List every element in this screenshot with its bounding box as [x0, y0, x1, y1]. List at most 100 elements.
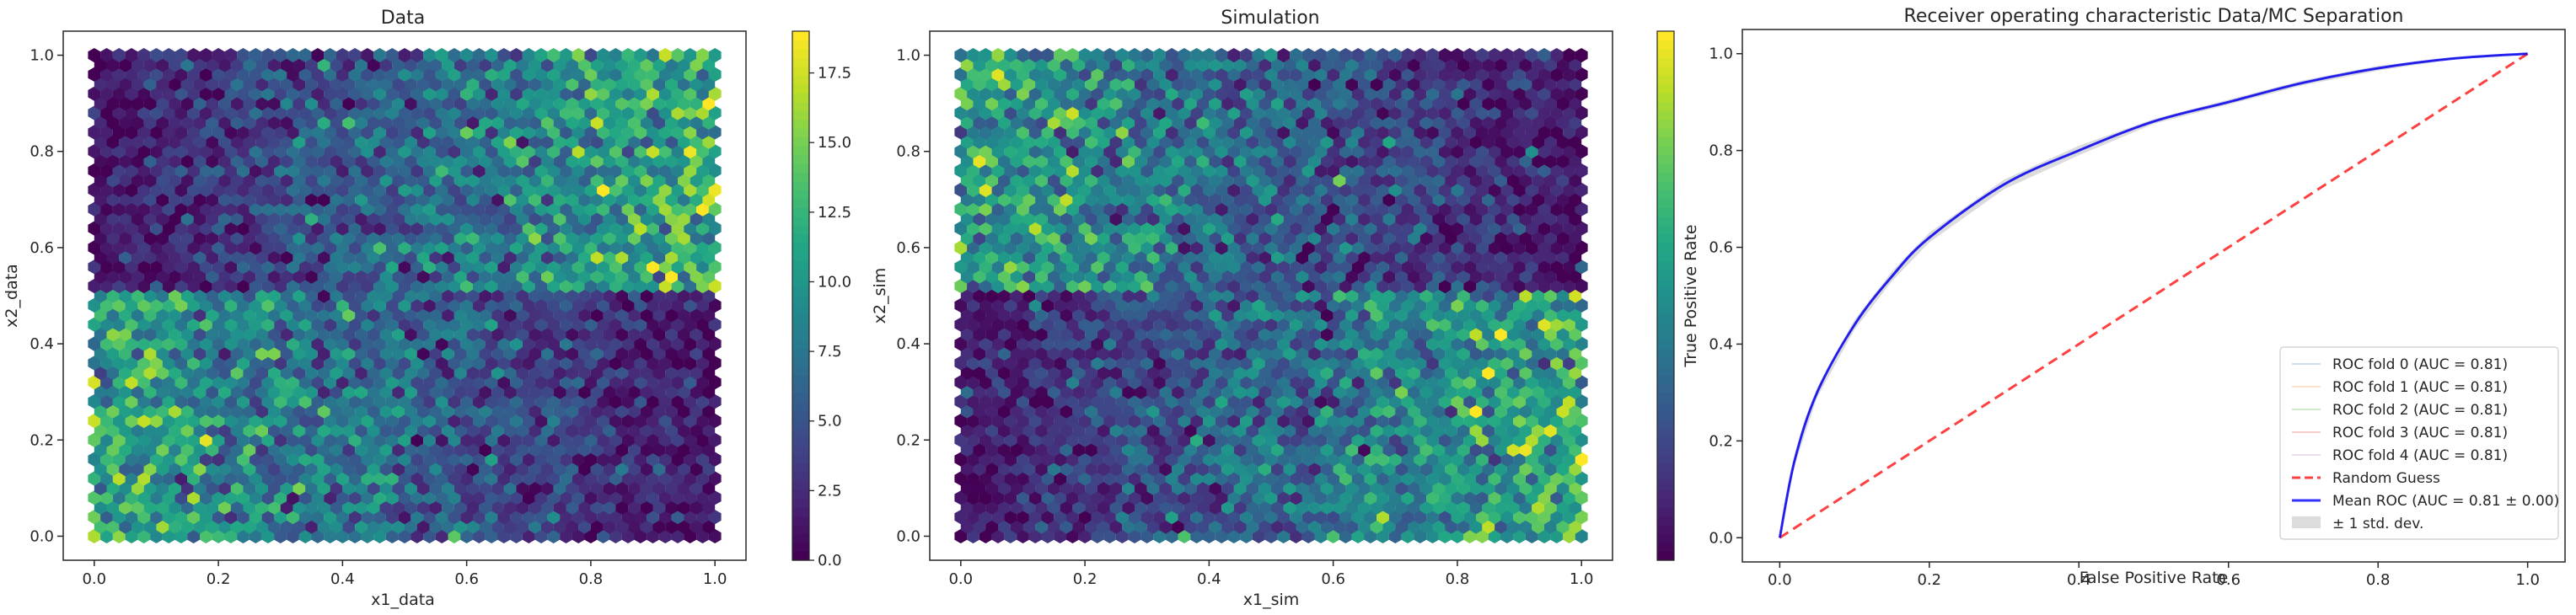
hexbin-cell — [696, 375, 709, 390]
hexbin-cell — [411, 279, 424, 294]
hexbin-cell — [119, 519, 131, 534]
hexbin-cell — [560, 432, 572, 447]
hexbin-cell — [442, 345, 454, 361]
hexbin-cell — [522, 394, 535, 409]
hexbin-cell — [479, 365, 492, 380]
hexbin-cell — [255, 327, 268, 342]
hexbin-cell — [137, 490, 151, 505]
hexbin-cell — [125, 221, 138, 236]
hexbin-cell — [274, 221, 287, 236]
hexbin-cell — [150, 452, 163, 467]
hexbin-cell — [665, 384, 678, 399]
hexbin-cell — [466, 519, 480, 534]
hexbin-cell — [193, 462, 207, 477]
hexbin-cell — [174, 510, 188, 525]
hexbin-cell — [292, 519, 306, 534]
hexbin-cell — [112, 510, 126, 525]
hexbin-cell — [553, 345, 566, 361]
hexbin-cell — [94, 230, 107, 246]
hexbin-cell — [280, 230, 293, 246]
hexbin-cell — [479, 500, 492, 515]
hexbin-cell — [590, 327, 604, 342]
hexbin-cell — [143, 519, 157, 534]
hexbin-cell — [156, 442, 169, 457]
hexbin-cell — [485, 413, 498, 428]
hexbin-cell — [150, 394, 163, 409]
hexbin-cell — [678, 288, 690, 303]
hexbin-cell — [560, 413, 572, 428]
hexbin-cell — [212, 510, 225, 525]
hexbin-cell — [305, 404, 318, 419]
hexbin-cell — [690, 345, 703, 361]
hexbin-cell — [255, 345, 268, 361]
hexbin-cell — [100, 356, 113, 371]
hexbin-cell — [572, 336, 585, 351]
hexbin-cell — [348, 317, 362, 332]
hexbin-cell — [671, 356, 684, 371]
hexbin-cell — [678, 442, 690, 457]
hexbin-cell — [560, 356, 572, 371]
hexbin-cell — [88, 413, 101, 428]
hexbin-cell — [106, 249, 120, 265]
hexbin-cell — [367, 480, 380, 495]
hexbin-cell — [678, 365, 690, 380]
hexbin-cell — [187, 279, 200, 294]
colorbar-segment — [792, 286, 809, 297]
hexbin-cell — [416, 249, 430, 265]
hexbin-cell — [150, 490, 163, 505]
hexbin-cell — [534, 432, 548, 447]
hexbin-cell — [268, 327, 281, 342]
hexbin-cell — [491, 308, 504, 323]
hexbin-cell — [702, 519, 716, 534]
colorbar-segment — [792, 101, 809, 111]
hexbin-cell — [342, 442, 356, 457]
hexbin-cell — [690, 423, 703, 438]
hexbin-cell — [453, 384, 467, 399]
hexbin-cell — [560, 259, 572, 275]
hexbin-cell — [311, 432, 325, 447]
hexbin-cell — [249, 356, 262, 371]
hexbin-cell — [180, 269, 194, 284]
hexbin-cell — [324, 221, 336, 236]
hexbin-cell — [150, 279, 163, 294]
hexbin-cell — [429, 365, 443, 380]
hexbin-cell — [112, 259, 126, 275]
hexbin-cell — [411, 240, 424, 255]
hexbin-cell — [106, 345, 120, 361]
hexbin-cell — [336, 490, 349, 505]
hexbin-cell — [584, 528, 598, 543]
hexbin-cell — [298, 510, 312, 525]
hexbin-cell — [497, 336, 511, 351]
hexbin-cell — [392, 308, 405, 323]
hexbin-cell — [298, 356, 312, 371]
hexbin-cell — [405, 230, 417, 246]
hexbin-cell — [305, 519, 318, 534]
hexbin-cell — [361, 317, 374, 332]
hexbin-cell — [100, 240, 113, 255]
hexbin-cell — [547, 413, 561, 428]
hexbin-cell — [553, 480, 566, 495]
hexbin-cell — [268, 442, 281, 457]
hexbin-cell — [373, 259, 386, 275]
hexbin-cell — [572, 356, 585, 371]
hexbin-cell — [665, 404, 678, 419]
hexbin-cell — [652, 404, 666, 419]
hexbin-cell — [466, 327, 480, 342]
hexbin-cell — [150, 432, 163, 447]
hexbin-cell — [268, 288, 281, 303]
colorbar-segment — [792, 93, 809, 103]
hexbin-cell — [324, 336, 336, 351]
hexbin-cell — [621, 490, 635, 505]
hexbin-cell — [534, 452, 548, 467]
hexbin-cell — [541, 442, 554, 457]
hexbin-cell — [684, 279, 697, 294]
hexbin-cell — [453, 230, 467, 246]
hexbin-cell — [584, 413, 598, 428]
hexbin-cell — [224, 413, 238, 428]
hexbin-cell — [634, 259, 647, 275]
hexbin-cell — [466, 384, 480, 399]
hexbin-cell — [287, 510, 299, 525]
hexbin-cell — [298, 375, 312, 390]
hexbin-cell — [200, 297, 212, 313]
hexbin-cell — [125, 432, 138, 447]
